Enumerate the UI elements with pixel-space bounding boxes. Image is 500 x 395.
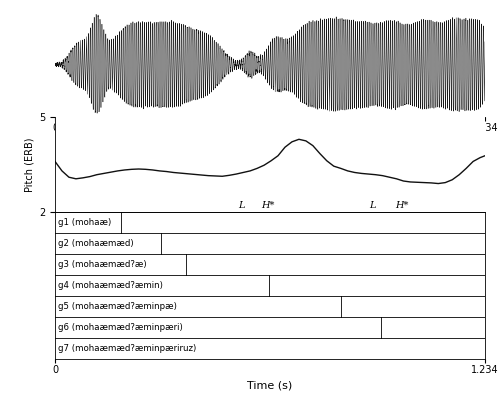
Text: g5 (mohaæmæd?æminpæ): g5 (mohaæmæd?æminpæ): [58, 302, 178, 311]
X-axis label: Time (s): Time (s): [248, 380, 292, 391]
Text: g6 (mohaæmæd?æminpæri): g6 (mohaæmæd?æminpæri): [58, 324, 183, 332]
Text: g1 (mohaæ): g1 (mohaæ): [58, 218, 112, 227]
Text: L: L: [238, 201, 244, 211]
Text: g2 (mohaæmæd): g2 (mohaæmæd): [58, 239, 134, 248]
Text: g3 (mohaæmæd?æ): g3 (mohaæmæd?æ): [58, 260, 147, 269]
Text: g4 (mohaæmæd?æmin): g4 (mohaæmæd?æmin): [58, 281, 164, 290]
Text: g7 (mohaæmæd?æminpæriruz): g7 (mohaæmæd?æminpæriruz): [58, 344, 196, 354]
Text: L: L: [369, 201, 376, 211]
Text: H*: H*: [261, 201, 274, 211]
Y-axis label: Pitch (ERB): Pitch (ERB): [25, 137, 35, 192]
Text: H*: H*: [395, 201, 408, 211]
